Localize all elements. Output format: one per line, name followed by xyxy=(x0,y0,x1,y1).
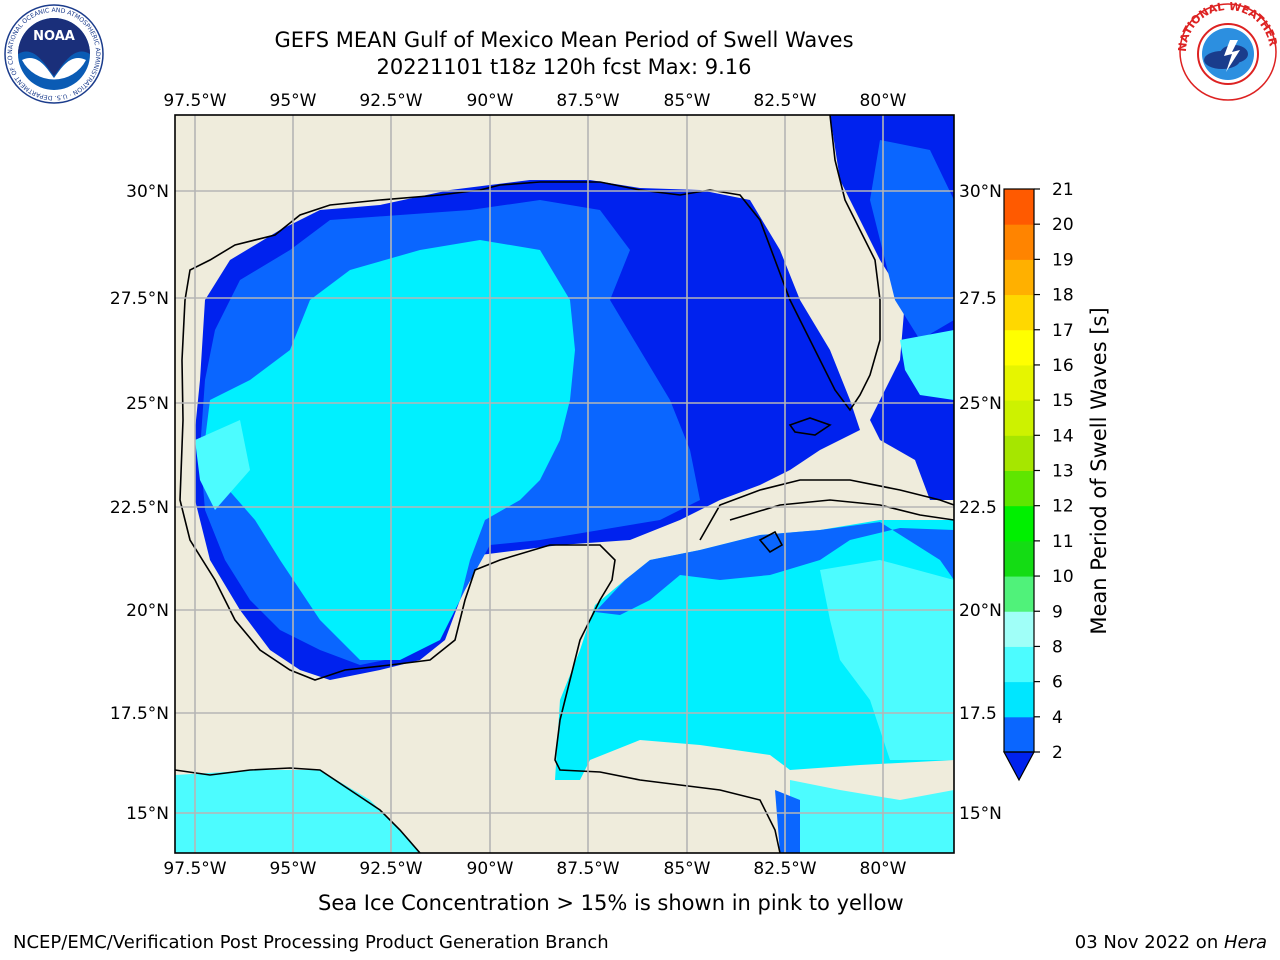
map-frame xyxy=(174,114,955,854)
pacific-south-deep xyxy=(775,790,800,853)
lon-labels-top: 97.5°W 95°W 92.5°W 90°W 87.5°W 85°W 82.5… xyxy=(163,91,906,111)
colorbar-tick-label: 9 xyxy=(1052,602,1063,622)
colorbar-bin xyxy=(1004,470,1034,507)
footer-branch: NCEP/EMC/Verification Post Processing Pr… xyxy=(13,932,609,953)
lon-label: 82.5°W xyxy=(753,859,816,879)
colorbar-bin xyxy=(1004,576,1034,612)
colorbar-tick-label: 19 xyxy=(1052,250,1074,270)
colorbar-bin xyxy=(1004,435,1034,471)
lon-label: 97.5°W xyxy=(163,91,226,111)
colorbar-tick-label: 8 xyxy=(1052,637,1063,657)
lon-label: 95°W xyxy=(270,91,317,111)
lon-label: 92.5°W xyxy=(359,91,422,111)
lon-label: 87.5°W xyxy=(556,859,619,879)
gulf-west-light xyxy=(195,420,250,510)
colorbar-tick-label: 17 xyxy=(1052,321,1074,341)
lat-label: 15°N xyxy=(959,804,1002,824)
colorbar-tick-label: 11 xyxy=(1052,532,1074,552)
lat-label: 30°N xyxy=(959,182,1002,202)
caribbean-swell-band xyxy=(595,522,954,615)
footer-date-text: 03 Nov 2022 on xyxy=(1074,932,1224,953)
lat-label: 22.5 xyxy=(959,498,997,518)
lat-label: 30°N xyxy=(126,182,169,202)
lat-label: 20°N xyxy=(126,601,169,621)
colorbar-tick-label: 16 xyxy=(1052,356,1074,376)
colorbar-bin xyxy=(1004,224,1034,260)
lon-label: 80°W xyxy=(860,859,907,879)
map-title: GEFS MEAN Gulf of Mexico Mean Period of … xyxy=(274,28,854,52)
colorbar-tick-label: 6 xyxy=(1052,673,1063,693)
colorbar-tick-label: 4 xyxy=(1052,708,1063,728)
graticule xyxy=(175,115,954,853)
lat-labels-right: 30°N 27.5 25°N 22.5 20°N 17.5 15°N xyxy=(959,182,1002,824)
lat-label: 17.5 xyxy=(959,704,997,724)
lon-label: 87.5°W xyxy=(556,91,619,111)
lat-label: 20°N xyxy=(959,601,1002,621)
colorbar-bin xyxy=(1004,681,1034,718)
gulf-core-swell xyxy=(205,240,575,660)
colorbar-tick-label: 21 xyxy=(1052,180,1074,200)
colorbar-tick-label: 13 xyxy=(1052,462,1074,482)
lon-label: 85°W xyxy=(664,859,711,879)
nws-logo: NATIONAL WEATHER SERVICE xyxy=(1178,2,1278,101)
pacific-south-swell xyxy=(790,780,954,853)
lat-label: 27.5 xyxy=(959,289,997,309)
lat-label: 17.5°N xyxy=(110,704,169,724)
footer-host: Hera xyxy=(1223,932,1267,953)
colorbar-bin xyxy=(1004,505,1034,542)
map-subtitle: 20221101 t18z 120h fcst Max: 9.16 xyxy=(376,55,752,79)
colorbar-bin xyxy=(1004,329,1034,366)
colorbar-tick-label: 2 xyxy=(1052,743,1063,763)
noaa-logo-text: NOAA xyxy=(33,29,75,44)
colorbar-bin xyxy=(1004,646,1034,683)
lon-label: 90°W xyxy=(467,91,514,111)
colorbar-bin xyxy=(1004,259,1034,296)
noaa-logo: NOAA NATIONAL OCEANIC AND ATMOSPHERIC AD… xyxy=(4,4,104,104)
atlantic-swell-light xyxy=(870,140,954,340)
bahamas-swell xyxy=(900,330,954,400)
pacific-swell xyxy=(175,770,420,853)
colorbar-bin xyxy=(1004,611,1034,647)
lon-label: 95°W xyxy=(270,859,317,879)
lat-labels-left: 30°N 27.5°N 25°N 22.5°N 20°N 17.5°N 15°N xyxy=(110,182,169,824)
colorbar-bin xyxy=(1004,400,1034,436)
colorbar-bin xyxy=(1004,294,1034,331)
lon-labels-bottom: 97.5°W 95°W 92.5°W 90°W 87.5°W 85°W 82.5… xyxy=(163,859,906,879)
lat-label: 25°N xyxy=(126,394,169,414)
colorbar-bin xyxy=(1004,716,1034,753)
colorbar-bin xyxy=(1004,540,1034,577)
lon-label: 80°W xyxy=(860,91,907,111)
colorbar: 2 4 6 8 9 10 11 12 13 14 15 16 17 18 19 20 21 xyxy=(1002,180,1074,782)
colorbar-tick-label: 15 xyxy=(1052,391,1074,411)
colorbar-tick-label: 14 xyxy=(1052,426,1074,446)
colorbar-tick-label: 12 xyxy=(1052,497,1074,517)
lat-label: 27.5°N xyxy=(110,289,169,309)
coastlines xyxy=(175,115,954,853)
lon-label: 85°W xyxy=(664,91,711,111)
lat-label: 22.5°N xyxy=(110,498,169,518)
colorbar-tick-label: 20 xyxy=(1052,215,1074,235)
colorbar-label: Mean Period of Swell Waves [s] xyxy=(1087,307,1111,634)
colorbar-bin xyxy=(1004,189,1034,225)
lat-label: 25°N xyxy=(959,394,1002,414)
footer-date: 03 Nov 2022 on Hera xyxy=(1075,932,1267,953)
lat-label: 15°N xyxy=(126,804,169,824)
sea-ice-note: Sea Ice Concentration > 15% is shown in … xyxy=(318,891,904,915)
colorbar-tick-label: 10 xyxy=(1052,567,1074,587)
lon-label: 97.5°W xyxy=(163,859,226,879)
lon-label: 92.5°W xyxy=(359,859,422,879)
colorbar-extend-arrow xyxy=(1002,751,1036,782)
colorbar-bin xyxy=(1004,364,1034,401)
colorbar-tick-label: 18 xyxy=(1052,286,1074,306)
lon-label: 90°W xyxy=(467,859,514,879)
lon-label: 82.5°W xyxy=(753,91,816,111)
